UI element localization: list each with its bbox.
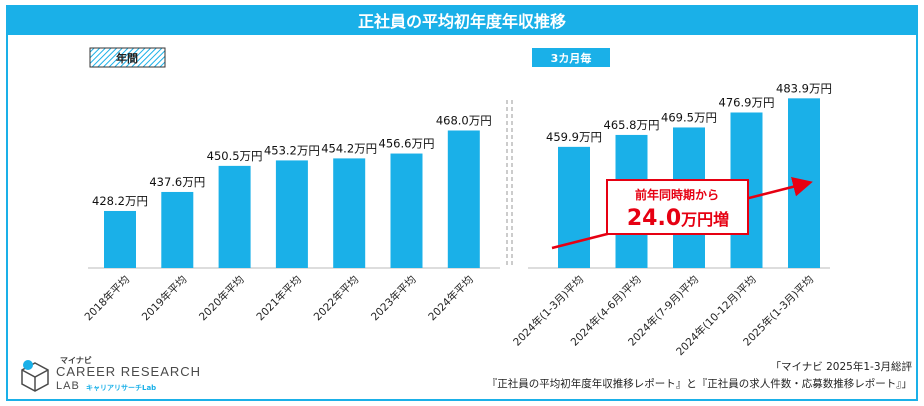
logo-lab: LAB (56, 380, 80, 392)
career-research-lab-logo: マイナビ CAREER RESEARCH LAB キャリアリサーチLab (20, 355, 220, 399)
tick-label-annual-1: 2019年平均 (139, 273, 189, 323)
annotation-suffix: 万円増 (680, 210, 729, 229)
tick-label-annual-0: 2018年平均 (82, 273, 132, 323)
panel-label-box-annual (89, 47, 166, 68)
cube-logo-icon (21, 360, 49, 392)
bar-annual-4 (333, 158, 366, 268)
bar-annual-1 (161, 191, 194, 268)
bar-annual-5 (390, 153, 423, 268)
data-label-annual-0: 428.2万円 (92, 194, 148, 208)
data-label-annual-4: 454.2万円 (321, 141, 377, 155)
annotation-number: 24.0 (627, 206, 681, 231)
data-label-quarterly-4: 483.9万円 (776, 81, 832, 95)
source-line-1: 「マイナビ 2025年1-3月総評 (770, 361, 913, 373)
bar-annual-6 (447, 130, 480, 268)
chart-frame (6, 35, 918, 401)
tick-label-annual-3: 2021年平均 (254, 273, 304, 323)
data-label-annual-1: 437.6万円 (149, 175, 205, 189)
bar-annual-0 (104, 210, 136, 268)
panel-label-annual: 年間 (116, 51, 138, 65)
data-label-quarterly-3: 476.9万円 (719, 95, 775, 109)
annotation-value: 24.0万円増 (627, 206, 729, 231)
data-label-quarterly-0: 459.9万円 (546, 130, 602, 144)
tick-label-annual-6: 2024年平均 (426, 273, 476, 323)
data-label-quarterly-2: 469.5万円 (661, 110, 717, 124)
logo-subtitle: キャリアリサーチLab (86, 384, 157, 392)
data-label-quarterly-1: 465.8万円 (604, 118, 660, 132)
chart-title: 正社員の平均初年度年収推移 (6, 5, 918, 35)
logo-career-research: CAREER RESEARCH (56, 364, 202, 379)
bar-annual-3 (275, 160, 308, 268)
panel-label-quarterly: 3カ月毎 (551, 51, 592, 65)
bar-quarterly-0 (558, 146, 590, 268)
bar-annual-2 (218, 165, 251, 268)
data-label-annual-5: 456.6万円 (379, 137, 435, 151)
data-label-annual-3: 453.2万円 (264, 143, 320, 157)
data-label-annual-6: 468.0万円 (436, 113, 492, 127)
panel-label-box-quarterly (532, 48, 610, 67)
logo-mynavi-text: マイナビ (60, 356, 92, 365)
annotation-box (606, 179, 749, 235)
tick-label-annual-2: 2020年平均 (196, 273, 246, 323)
source-note: 「マイナビ 2025年1-3月総評 『正社員の平均初年度年収推移レポート』と『正… (487, 359, 912, 393)
tick-label-annual-5: 2023年平均 (368, 273, 418, 323)
annotation-line1: 前年同時期から (635, 187, 719, 202)
data-label-annual-2: 450.5万円 (207, 149, 263, 163)
tick-label-annual-4: 2022年平均 (311, 273, 361, 323)
source-line-2: 『正社員の平均初年度年収推移レポート』と『正社員の求人件数・応募数推移レポート』… (486, 378, 912, 390)
